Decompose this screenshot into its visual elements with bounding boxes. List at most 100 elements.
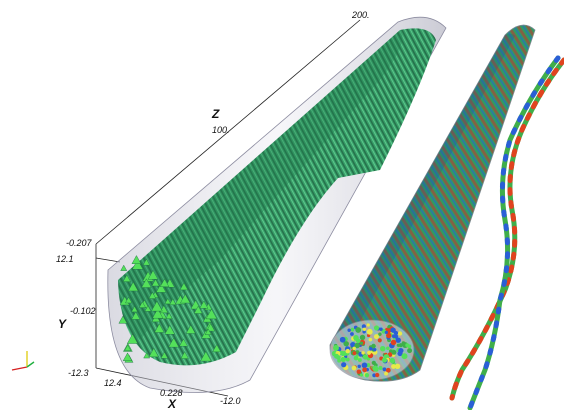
colored-fiber-tip <box>366 328 373 335</box>
fiber-tip <box>212 344 222 353</box>
fiber-tip <box>152 308 164 319</box>
fiber-tip <box>131 255 142 264</box>
fiber-tip <box>131 311 141 320</box>
x-tick-mid: 0.228 <box>160 388 183 398</box>
colored-fiber-tip <box>366 357 371 361</box>
colored-fiber-tip <box>359 334 366 341</box>
z-tick-100: 100. <box>212 125 230 135</box>
twisted-fiber-pair[interactable] <box>449 55 564 410</box>
fiber-tip <box>193 305 203 314</box>
fiber-tip <box>131 259 144 270</box>
fiber-tip <box>127 281 139 292</box>
twisted-fiber-a-color <box>449 57 564 401</box>
colored-fiber-tip <box>401 353 408 360</box>
colored-fiber-tip <box>382 367 387 372</box>
fiber-tip <box>147 270 159 280</box>
fiber-tip <box>122 274 131 282</box>
colored-fiber-tip <box>355 327 362 333</box>
colored-fiber-tip <box>375 372 380 378</box>
colored-fiber-tip <box>362 329 366 334</box>
colored-fiber-tip <box>377 338 382 343</box>
fiber-bundle-shade <box>118 30 403 340</box>
fiber-tip <box>179 282 189 291</box>
colored-fiber-tip <box>391 349 397 355</box>
colored-fiber-tip <box>398 347 404 354</box>
fiber-tip <box>155 283 167 293</box>
colored-fiber-tip <box>390 339 397 346</box>
orientation-widget[interactable] <box>11 351 35 371</box>
colored-fiber-tip <box>372 365 379 372</box>
colored-fiber-tip <box>345 348 350 354</box>
colored-fiber-tip <box>345 357 350 362</box>
colored-fiber-tip <box>357 358 362 362</box>
colored-fiber-tip <box>356 369 362 374</box>
colored-fiber-tip <box>373 325 380 331</box>
colored-fiber-tip <box>333 344 339 351</box>
twisted-fiber-b <box>467 55 561 410</box>
colored-fiber-tip <box>378 332 382 336</box>
colored-fiber-tip <box>339 336 346 343</box>
fiber-tip <box>185 324 196 334</box>
y-tick-mid: -0.102 <box>70 306 96 316</box>
z-axis-arrow-icon <box>26 361 35 368</box>
colored-fiber-tip <box>359 341 364 345</box>
colored-fiber-tube[interactable] <box>329 24 536 382</box>
colored-fiber-tip <box>341 362 347 368</box>
fiber-tip <box>126 333 139 344</box>
colored-fiber-tip <box>379 327 383 331</box>
colored-fiber-tip <box>368 337 373 342</box>
colored-fiber-tip <box>372 348 377 352</box>
colored-fiber-tip <box>381 357 388 363</box>
fiber-tip <box>118 315 128 324</box>
colored-fiber-tip <box>366 323 370 327</box>
fiber-tip <box>124 344 132 351</box>
fiber-tip <box>179 338 188 347</box>
fiber-bundle <box>118 28 436 366</box>
x-axis-title: X <box>167 397 177 410</box>
colored-tube-shade <box>330 33 515 345</box>
colored-fiber-tip <box>395 337 401 343</box>
colored-fiber-tip <box>387 352 393 357</box>
colored-fiber-tip <box>343 341 349 347</box>
fiber-tip <box>142 258 151 266</box>
colored-fiber-tip <box>371 343 376 349</box>
x-axis-arrow-icon <box>11 366 28 371</box>
fiber-tip <box>151 300 163 312</box>
colored-fiber-tip <box>386 346 390 351</box>
colored-fiber-tip <box>350 332 354 336</box>
colored-tube-tips <box>331 323 413 378</box>
fiber-bundle-in-tube[interactable] <box>107 16 447 393</box>
fiber-tip <box>204 328 212 335</box>
fiber-tip <box>144 305 152 312</box>
colored-fiber-tip <box>347 328 351 332</box>
colored-fiber-tip <box>354 342 360 349</box>
fiber-tip <box>180 351 189 359</box>
colored-fiber-tip <box>350 327 355 332</box>
fiber-tip <box>165 312 173 319</box>
colored-fiber-tip <box>391 364 396 369</box>
colored-fiber-tip <box>385 367 391 373</box>
fiber-tip <box>200 351 212 362</box>
colored-fiber-tip <box>361 351 365 355</box>
fiber-tip <box>164 324 176 335</box>
fiber-tip <box>125 296 133 304</box>
colored-fiber-tip <box>380 345 386 352</box>
colored-fiber-tip <box>364 373 370 378</box>
colored-fiber-tip <box>334 353 340 359</box>
fiber-tip <box>160 351 169 359</box>
x-tick-left: 12.4 <box>104 378 122 388</box>
colored-fiber-tip <box>369 346 373 351</box>
colored-fiber-tip <box>384 371 389 376</box>
colored-fiber-tip <box>373 334 380 340</box>
colored-fiber-tip <box>362 327 367 331</box>
colored-fiber-tip <box>356 338 361 344</box>
colored-fiber-tip <box>386 332 392 339</box>
fiber-tip <box>148 291 157 299</box>
y-axis-title: Y <box>58 317 67 331</box>
fiber-tip <box>120 264 128 271</box>
fiber-tip <box>154 323 165 333</box>
fiber-tips <box>118 255 222 363</box>
fiber-tip <box>168 337 180 348</box>
colored-fiber-tip <box>350 341 356 348</box>
